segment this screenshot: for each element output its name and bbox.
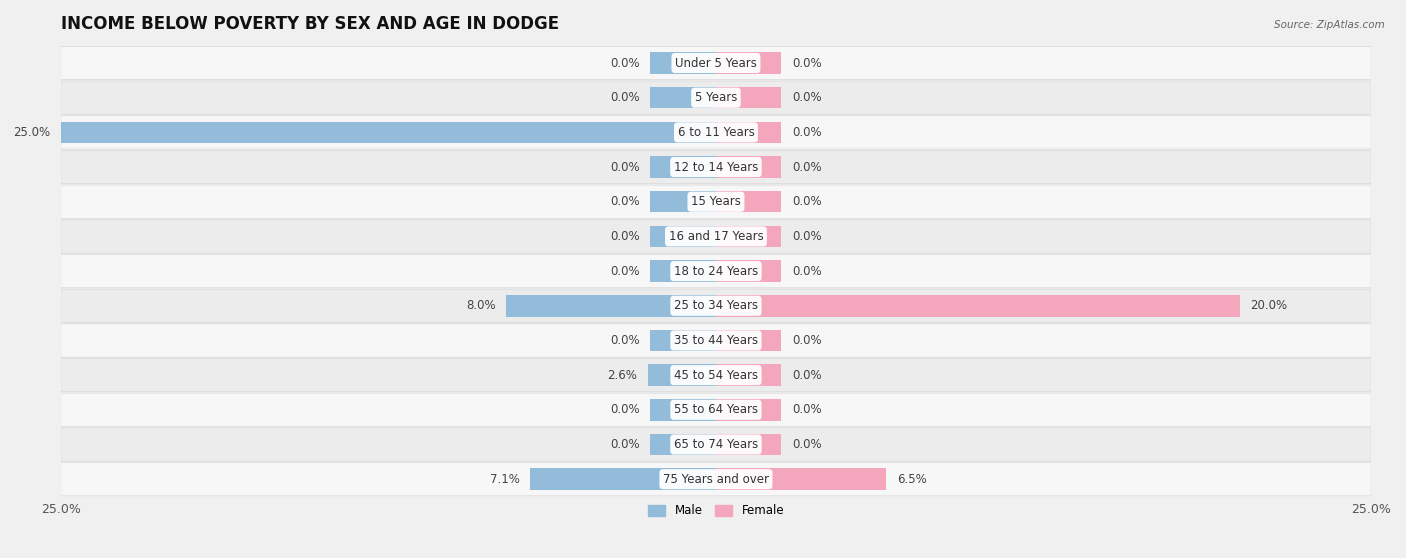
Legend: Male, Female: Male, Female xyxy=(643,500,789,522)
Bar xyxy=(716,434,782,455)
Bar xyxy=(651,52,716,74)
Bar xyxy=(716,191,782,213)
Bar xyxy=(648,364,716,386)
Bar xyxy=(716,364,782,386)
Text: 5 Years: 5 Years xyxy=(695,91,737,104)
Text: 6 to 11 Years: 6 to 11 Years xyxy=(678,126,755,139)
FancyBboxPatch shape xyxy=(60,81,1371,114)
Text: 25 to 34 Years: 25 to 34 Years xyxy=(673,299,758,312)
Text: 2.6%: 2.6% xyxy=(607,369,637,382)
Text: INCOME BELOW POVERTY BY SEX AND AGE IN DODGE: INCOME BELOW POVERTY BY SEX AND AGE IN D… xyxy=(60,15,560,33)
Text: 20.0%: 20.0% xyxy=(1250,299,1288,312)
Text: 0.0%: 0.0% xyxy=(610,334,640,347)
Text: 8.0%: 8.0% xyxy=(467,299,496,312)
Bar xyxy=(651,261,716,282)
Text: 0.0%: 0.0% xyxy=(792,438,821,451)
Bar xyxy=(651,191,716,213)
Text: 0.0%: 0.0% xyxy=(792,56,821,70)
Text: 0.0%: 0.0% xyxy=(792,126,821,139)
Bar xyxy=(716,399,782,421)
Text: Under 5 Years: Under 5 Years xyxy=(675,56,756,70)
Text: 25.0%: 25.0% xyxy=(13,126,51,139)
Text: 0.0%: 0.0% xyxy=(792,334,821,347)
FancyBboxPatch shape xyxy=(60,358,1371,392)
Bar xyxy=(716,156,782,178)
Text: 35 to 44 Years: 35 to 44 Years xyxy=(673,334,758,347)
Bar xyxy=(716,295,1240,316)
Text: 0.0%: 0.0% xyxy=(792,264,821,277)
Text: 0.0%: 0.0% xyxy=(792,195,821,208)
Text: 0.0%: 0.0% xyxy=(610,438,640,451)
Text: 6.5%: 6.5% xyxy=(897,473,927,485)
Bar xyxy=(716,122,782,143)
Bar xyxy=(716,225,782,247)
Bar xyxy=(716,468,886,490)
FancyBboxPatch shape xyxy=(60,220,1371,253)
Text: 15 Years: 15 Years xyxy=(690,195,741,208)
Text: 16 and 17 Years: 16 and 17 Years xyxy=(669,230,763,243)
Text: 12 to 14 Years: 12 to 14 Years xyxy=(673,161,758,174)
FancyBboxPatch shape xyxy=(60,324,1371,357)
Text: 0.0%: 0.0% xyxy=(792,369,821,382)
Text: 0.0%: 0.0% xyxy=(792,161,821,174)
Text: 0.0%: 0.0% xyxy=(792,230,821,243)
Text: 75 Years and over: 75 Years and over xyxy=(664,473,769,485)
FancyBboxPatch shape xyxy=(60,254,1371,288)
Text: 0.0%: 0.0% xyxy=(610,56,640,70)
FancyBboxPatch shape xyxy=(60,46,1371,80)
FancyBboxPatch shape xyxy=(60,151,1371,184)
Bar xyxy=(651,225,716,247)
Bar xyxy=(716,330,782,351)
Bar xyxy=(60,122,716,143)
Text: 0.0%: 0.0% xyxy=(792,403,821,416)
Text: 65 to 74 Years: 65 to 74 Years xyxy=(673,438,758,451)
FancyBboxPatch shape xyxy=(60,289,1371,323)
FancyBboxPatch shape xyxy=(60,428,1371,461)
Text: 0.0%: 0.0% xyxy=(610,230,640,243)
Bar xyxy=(651,87,716,108)
Text: 0.0%: 0.0% xyxy=(610,161,640,174)
Bar xyxy=(716,87,782,108)
Text: Source: ZipAtlas.com: Source: ZipAtlas.com xyxy=(1274,20,1385,30)
Text: 0.0%: 0.0% xyxy=(610,403,640,416)
Text: 55 to 64 Years: 55 to 64 Years xyxy=(673,403,758,416)
Bar xyxy=(651,434,716,455)
Bar xyxy=(530,468,716,490)
Bar xyxy=(716,261,782,282)
Text: 7.1%: 7.1% xyxy=(489,473,519,485)
FancyBboxPatch shape xyxy=(60,185,1371,218)
FancyBboxPatch shape xyxy=(60,393,1371,426)
Bar xyxy=(651,156,716,178)
Text: 0.0%: 0.0% xyxy=(610,91,640,104)
Text: 45 to 54 Years: 45 to 54 Years xyxy=(673,369,758,382)
FancyBboxPatch shape xyxy=(60,116,1371,149)
Text: 0.0%: 0.0% xyxy=(610,264,640,277)
FancyBboxPatch shape xyxy=(60,463,1371,496)
Bar xyxy=(651,330,716,351)
Text: 18 to 24 Years: 18 to 24 Years xyxy=(673,264,758,277)
Text: 0.0%: 0.0% xyxy=(792,91,821,104)
Bar xyxy=(651,399,716,421)
Bar xyxy=(506,295,716,316)
Text: 0.0%: 0.0% xyxy=(610,195,640,208)
Bar xyxy=(716,52,782,74)
